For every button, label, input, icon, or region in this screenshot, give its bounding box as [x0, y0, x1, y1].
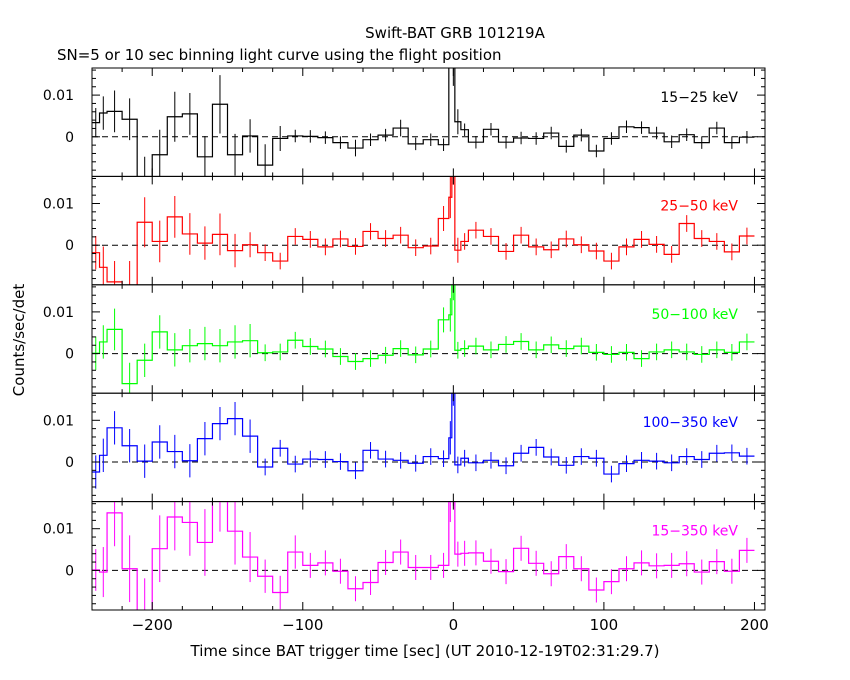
step-line: [92, 176, 755, 285]
panels-group: 0 0.01 15−25 keV 0 0.01 25−50 keV 0 0.01 50−100 …: [43, 67, 769, 634]
y-axis-label: Counts/sec/det: [10, 284, 28, 397]
x-tick-label: 200: [740, 616, 769, 634]
y-tick-label: 0: [65, 455, 74, 471]
step-line: [92, 501, 755, 611]
panel-label: 50−100 keV: [651, 307, 738, 323]
y-tick-label: 0.01: [43, 88, 74, 104]
y-tick-label: 0.01: [43, 522, 74, 538]
step-line: [92, 68, 755, 177]
y-tick-label: 0.01: [43, 305, 74, 321]
panel-0: 0 0.01 15−25 keV: [43, 67, 766, 177]
step-line: [92, 393, 755, 475]
x-tick-label: 100: [590, 616, 619, 634]
y-tick-label: 0: [65, 130, 74, 146]
chart-title: Swift-BAT GRB 101219A: [365, 24, 545, 42]
panel-label: 15−350 keV: [651, 524, 738, 540]
chart-subtitle: SN=5 or 10 sec binning light curve using…: [57, 46, 502, 64]
y-tick-label: 0: [65, 238, 74, 254]
series-1: [92, 176, 755, 285]
series-2: [92, 284, 755, 394]
panel-label: 100−350 keV: [643, 415, 739, 431]
x-tick-label: −100: [282, 616, 323, 634]
series-4: [92, 501, 755, 611]
x-axis-label: Time since BAT trigger time [sec] (UT 20…: [190, 642, 660, 660]
y-tick-label: 0.01: [43, 413, 74, 429]
panel-1: 0 0.01 25−50 keV: [43, 175, 766, 286]
y-tick-label: 0: [65, 347, 74, 363]
panel-frame: [91, 501, 766, 611]
panel-3: 0 0.01 100−350 keV: [43, 392, 766, 503]
series-3: [92, 393, 755, 489]
panel-label: 25−50 keV: [660, 198, 738, 214]
step-line: [92, 284, 755, 385]
panel-label: 15−25 keV: [660, 90, 738, 106]
panel-4: 0 0.01 15−350 keV: [43, 501, 766, 611]
x-tick-label: 0: [449, 616, 459, 634]
series-0: [92, 68, 755, 177]
y-tick-label: 0.01: [43, 197, 74, 213]
x-tick-label: −200: [132, 616, 173, 634]
y-tick-label: 0: [65, 563, 74, 579]
